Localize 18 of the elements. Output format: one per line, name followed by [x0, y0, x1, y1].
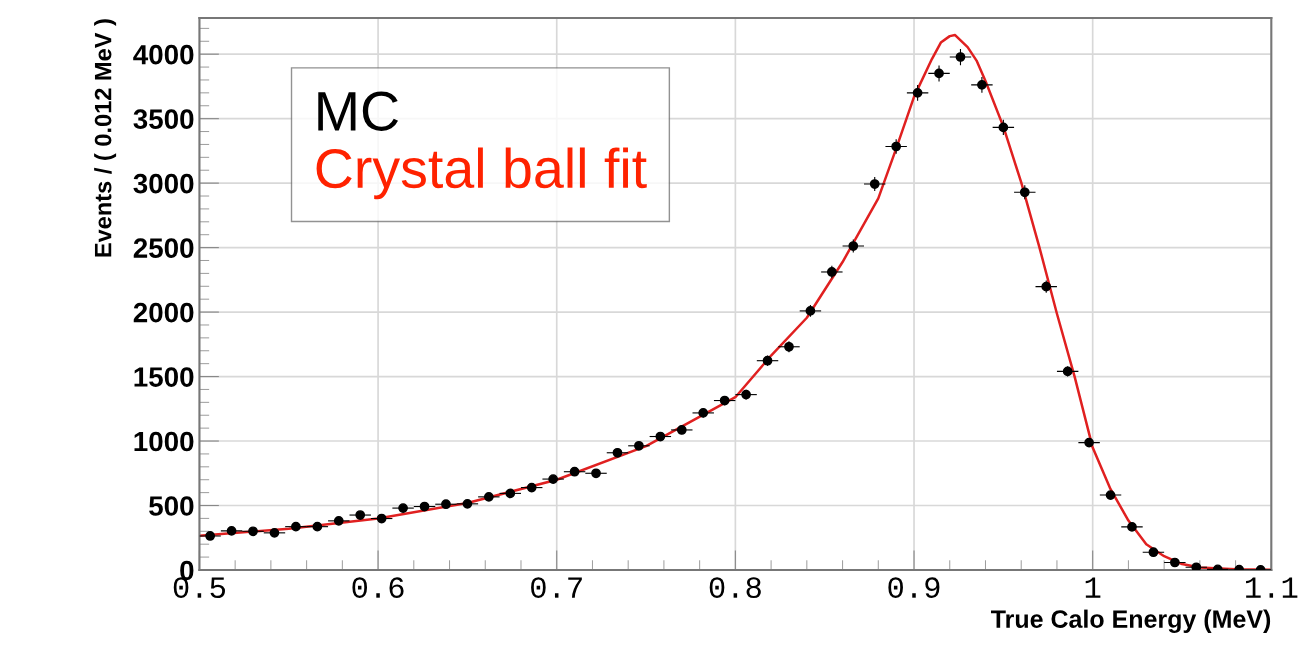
x-axis-title: True Calo Energy (MeV): [991, 609, 1271, 633]
y-tick-label: 2000: [133, 302, 194, 323]
x-tick-label: 0.9: [888, 577, 940, 598]
y-tick-label: 3000: [133, 173, 194, 194]
text: MC: [318, 91, 399, 131]
y-tick-label: 4000: [133, 44, 194, 65]
x-tick-label: 0.7: [531, 577, 582, 598]
y-tick-label: 1500: [134, 367, 194, 387]
y-axis-title: Events / ( 0.012 MeV ): [94, 19, 117, 257]
x-tick-label: 0.6: [352, 577, 404, 598]
y-tick-label: 2500: [133, 238, 194, 258]
x-tick-label: 1: [1085, 577, 1101, 598]
text: Crystal ball fit: [316, 147, 647, 200]
y-tick-label: 1000: [134, 431, 194, 452]
y-tick-label: 3500: [133, 109, 194, 130]
x-tick-label: 1.1: [1246, 577, 1298, 598]
y-tick-label: 500: [149, 496, 194, 516]
x-tick-label: 0.8: [709, 577, 761, 598]
